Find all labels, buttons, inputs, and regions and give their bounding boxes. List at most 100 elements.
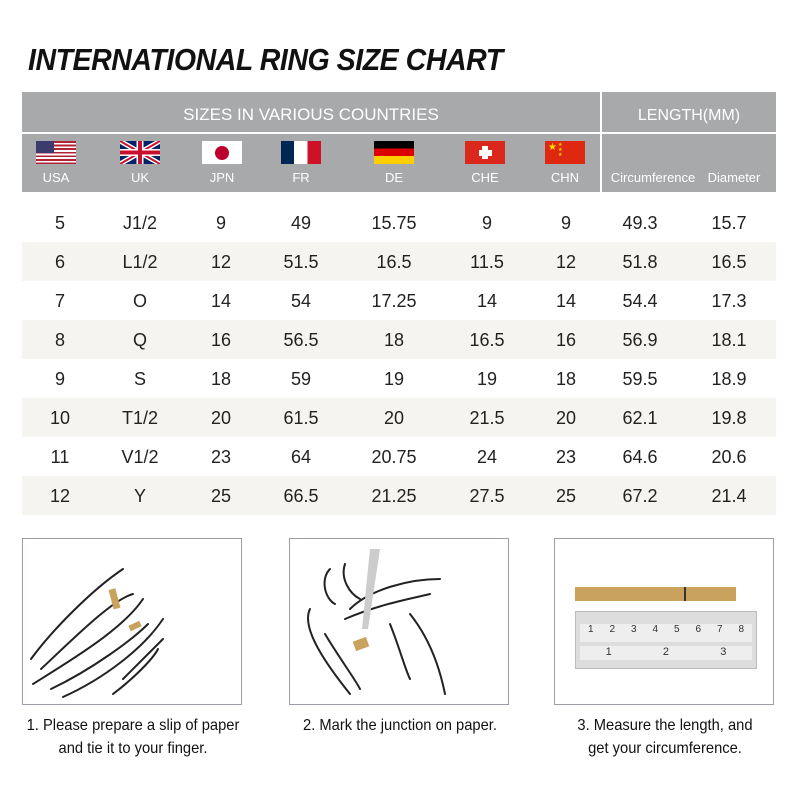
step-1-illustration — [22, 538, 242, 705]
table-cell: 54.4 — [622, 291, 658, 311]
table-cell: 64 — [290, 447, 312, 467]
table-cell: 21.5 — [469, 408, 505, 428]
switzerland-flag-icon — [465, 141, 505, 164]
country-label: JPN — [209, 170, 235, 185]
sizes-header: SIZES IN VARIOUS COUNTRIES — [183, 105, 439, 124]
caption-line: 2. Mark the junction on paper. — [303, 717, 497, 734]
us-flag-icon — [36, 141, 76, 164]
table-cell: 15.75 — [371, 213, 417, 233]
table-cell: 6 — [54, 252, 65, 272]
circumference-label: Circumference — [610, 170, 696, 185]
diameter-label: Diameter — [707, 170, 761, 185]
divider — [602, 132, 776, 134]
table-cell: 62.1 — [622, 408, 658, 428]
table-cell: 64.6 — [622, 447, 658, 467]
ruler-tick-label: 1 — [587, 624, 594, 635]
uk-flag-icon — [120, 141, 160, 164]
table-row: 12 Y 25 66.5 21.25 27.5 25 67.2 21.4 — [22, 476, 776, 515]
table-cell: 54 — [290, 291, 312, 311]
table-cell: 56.9 — [622, 330, 658, 350]
table-cell: 51.5 — [283, 252, 319, 272]
table-cell: 9 — [560, 213, 571, 233]
ruler-tick-label: 7 — [716, 624, 723, 635]
table-row: 8 Q 16 56.5 18 16.5 16 56.9 18.1 — [22, 320, 776, 359]
table-cell: 5 — [54, 213, 65, 233]
caption-line: get your circumference. — [588, 740, 742, 757]
table-cell: S — [133, 369, 146, 389]
table-cell: 18 — [555, 369, 577, 389]
table-cell: 14 — [210, 291, 232, 311]
table-cell: Q — [132, 330, 147, 350]
japan-flag-icon — [202, 141, 242, 164]
table-cell: 24 — [476, 447, 498, 467]
table-cell: 17.3 — [711, 291, 747, 311]
table-cell: T1/2 — [121, 408, 159, 428]
table-cell: 7 — [54, 291, 65, 311]
table-row: 9 S 18 59 19 19 18 59.5 18.9 — [22, 359, 776, 398]
step-3-illustration: 1 2 3 4 5 6 7 8 1 2 3 — [554, 538, 774, 705]
table-cell: 9 — [481, 213, 492, 233]
table-cell: 18.9 — [711, 369, 747, 389]
table-cell: 20 — [383, 408, 405, 428]
table-cell: 23 — [210, 447, 232, 467]
table-cell: 61.5 — [283, 408, 319, 428]
table-cell: 66.5 — [283, 486, 319, 506]
step-3-caption: 3. Measure the length, and get your circu… — [550, 714, 780, 760]
caption-line: 3. Measure the length, and — [577, 717, 753, 734]
table-cell: 25 — [555, 486, 577, 506]
table-cell: 51.8 — [622, 252, 658, 272]
germany-flag-icon — [374, 141, 414, 164]
table-cell: 11 — [50, 447, 70, 467]
table-cell: 67.2 — [622, 486, 658, 506]
divider — [600, 92, 602, 192]
table-cell: 9 — [215, 213, 226, 233]
table-cell: 25 — [210, 486, 232, 506]
table-cell: 14 — [476, 291, 498, 311]
length-header: LENGTH(MM) — [637, 107, 741, 124]
caption-line: 1. Please prepare a slip of paper — [26, 717, 240, 734]
ruler-tick-label: 4 — [652, 624, 659, 635]
paper-strip — [575, 587, 736, 601]
ruler-tick-label: 8 — [738, 624, 745, 635]
step-2-illustration — [289, 538, 509, 705]
table-cell: 9 — [54, 369, 65, 389]
ruler-tick-label: 2 — [662, 646, 670, 658]
table-cell: 10 — [49, 408, 71, 428]
table-cell: 19 — [476, 369, 498, 389]
table-cell: 23 — [555, 447, 577, 467]
table-cell: 16.5 — [711, 252, 747, 272]
table-cell: 8 — [54, 330, 65, 350]
table-cell: 20 — [210, 408, 232, 428]
table-cell: 11.5 — [470, 252, 504, 272]
table-cell: 59.5 — [622, 369, 658, 389]
table-cell: 12 — [555, 252, 577, 272]
table-cell: 21.4 — [711, 486, 747, 506]
table-cell: 17.25 — [371, 291, 417, 311]
country-label: CHN — [550, 170, 580, 185]
table-cell: 14 — [555, 291, 577, 311]
ruler-tick-label: 3 — [630, 624, 637, 635]
table-cell: 20 — [555, 408, 577, 428]
table-cell: 18 — [383, 330, 405, 350]
page-title: INTERNATIONAL RING SIZE CHART — [28, 42, 503, 77]
table-cell: 27.5 — [469, 486, 505, 506]
table-cell: V1/2 — [121, 447, 159, 467]
ruler-tick-label: 6 — [695, 624, 702, 635]
table-cell: Y — [133, 486, 146, 506]
table-cell: 16.5 — [469, 330, 505, 350]
table-cell: 56.5 — [283, 330, 319, 350]
country-label: DE — [384, 170, 404, 185]
country-label: FR — [292, 170, 310, 185]
table-cell: J1/2 — [122, 213, 158, 233]
table-cell: 16.5 — [376, 252, 412, 272]
china-flag-icon: ★ ★ ★ ★ — [545, 141, 585, 164]
table-cell: 21.25 — [371, 486, 417, 506]
country-label: USA — [42, 170, 70, 185]
table-cell: 18.1 — [711, 330, 747, 350]
table-cell: 12 — [49, 486, 71, 506]
hand-with-paper-icon — [30, 568, 164, 698]
table-cell: 12 — [210, 252, 232, 272]
table-cell: 19.8 — [711, 408, 747, 428]
table-cell: 49.3 — [622, 213, 658, 233]
table-row: 7 O 14 54 17.25 14 14 54.4 17.3 — [22, 281, 776, 320]
